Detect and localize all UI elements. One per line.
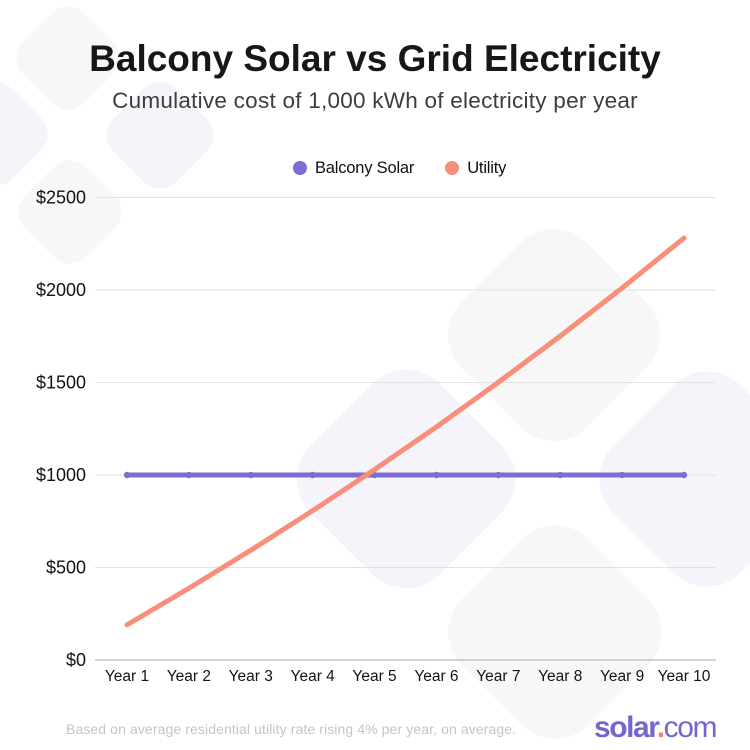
series-point [495,471,502,479]
background-diamond-tile [296,369,516,589]
series-point [123,471,131,479]
footnote: Based on average residential utility rat… [66,721,517,737]
solar-com-logo: solar.com [593,711,718,745]
series-point [433,471,440,479]
legend-item[interactable]: Utility [445,159,506,178]
x-tick-label: Year 2 [167,668,211,685]
y-tick-label: $0 [66,650,86,670]
legend-label: Balcony Solar [315,158,415,177]
y-tick-label: $1500 [36,373,86,393]
series-point [618,471,626,479]
y-tick-label: $1000 [36,465,86,485]
x-tick-label: Year 7 [476,668,520,685]
x-tick-label: Year 9 [600,668,644,685]
x-tick-label: Year 10 [658,668,711,685]
series-point [247,471,254,479]
series-point [680,471,688,479]
logo-dot: . [656,711,665,744]
series-point [557,471,564,479]
chart-title: Balcony Solar vs Grid Electricity [89,38,661,79]
background-diamond-tile [16,6,120,110]
x-tick-label: Year 3 [229,668,273,685]
chart-legend: Balcony Solar Utility [293,158,506,178]
background-diamond-tile [0,82,48,186]
y-tick-label: $2500 [36,188,86,208]
chart-subtitle: Cumulative cost of 1,000 kWh of electric… [112,88,638,113]
y-tick-label: $500 [46,558,86,578]
x-tick-label: Year 8 [538,668,582,685]
background-diamond-tile [448,229,660,441]
background-diamond-tile [599,371,750,587]
x-tick-label: Year 6 [414,668,458,685]
y-tick-label: $2000 [36,280,86,300]
legend-item[interactable]: Balcony Solar [293,159,414,178]
background-diamond-tile [18,160,122,264]
series-point [185,471,193,479]
series-line [124,235,687,628]
legend-dot-icon [293,161,307,175]
x-tick-label: Year 5 [352,668,396,685]
legend-label: Utility [467,158,507,177]
x-tick-label: Year 1 [105,668,149,685]
logo-solar-text: solar [593,711,658,744]
x-tick-label: Year 4 [291,668,336,685]
legend-dot-icon [445,161,460,175]
logo-com-text: com [663,711,718,744]
background-diamond-tile [448,525,662,739]
series-point [309,471,316,479]
background-diamond-tile [106,81,214,189]
